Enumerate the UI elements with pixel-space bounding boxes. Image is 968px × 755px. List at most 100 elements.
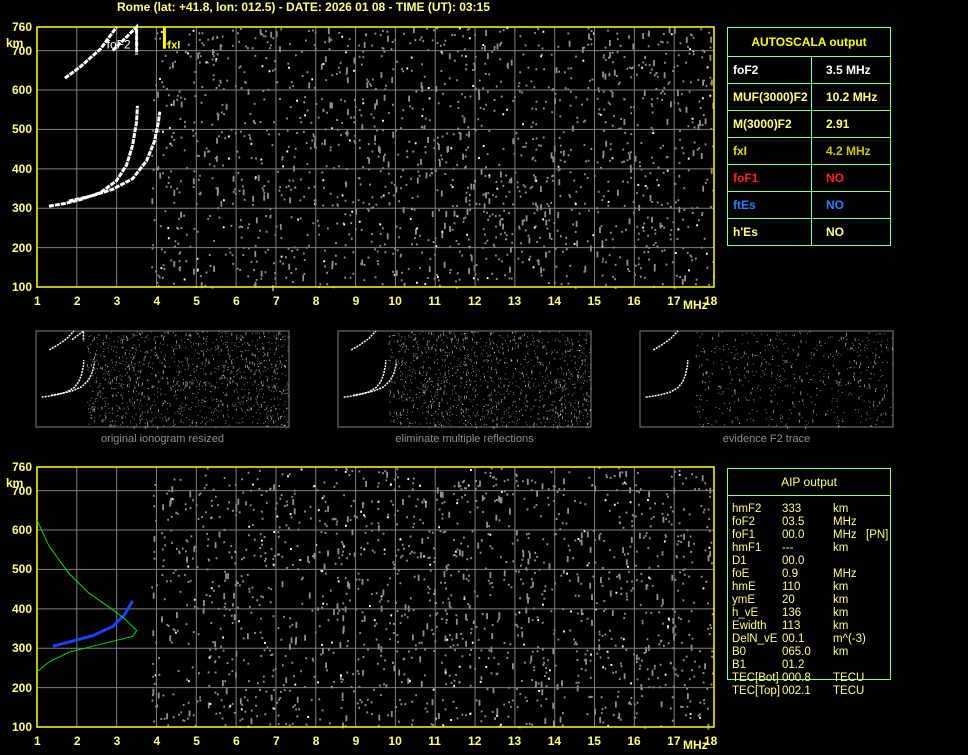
thumb-caption-1: original ionogram resized bbox=[101, 433, 224, 445]
x-tick-label: 10 bbox=[388, 734, 402, 748]
x-tick-label: 11 bbox=[428, 294, 441, 308]
x-tick-label: 17 bbox=[667, 734, 681, 748]
aip-unit: TECU bbox=[833, 685, 865, 697]
autoscala-value: 3.5 MHz bbox=[826, 63, 871, 77]
x-tick-label: 9 bbox=[352, 734, 360, 748]
autoscala-key: foF1 bbox=[728, 165, 812, 191]
y-tick-label: 200 bbox=[11, 240, 32, 255]
x-tick-label: 18 bbox=[704, 734, 718, 748]
x-tick-label: 18 bbox=[704, 294, 718, 308]
aip-row: hmE 110 km bbox=[732, 581, 892, 594]
x-tick-label: 9 bbox=[352, 294, 360, 308]
aip-param: hmF1 bbox=[732, 542, 762, 554]
x-tick-label: 4 bbox=[153, 294, 161, 308]
thumbnail-2 bbox=[337, 330, 592, 428]
aip-param: DelN_vE bbox=[732, 633, 778, 645]
autoscala-key: M(3000)F2 bbox=[728, 111, 812, 137]
y-tick-label: 500 bbox=[11, 562, 32, 577]
aip-flag: [PN] bbox=[866, 529, 889, 541]
x-tick-label: 6 bbox=[233, 734, 240, 748]
aip-unit: MHz bbox=[833, 516, 857, 528]
autoscala-row: MUF(3000)F2 10.2 MHz bbox=[728, 84, 890, 111]
aip-param: B0 bbox=[732, 646, 747, 658]
x-tick-label: 12 bbox=[468, 294, 482, 308]
aip-value: --- bbox=[782, 542, 794, 554]
x-tick-label: 14 bbox=[547, 734, 562, 748]
aip-value: 000.8 bbox=[782, 672, 811, 684]
aip-value: 20 bbox=[782, 594, 795, 606]
aip-value: 00.1 bbox=[782, 633, 805, 645]
aip-value: 0.9 bbox=[782, 568, 798, 580]
aip-row: TEC[Top] 002.1 TECU bbox=[732, 685, 892, 698]
x-tick-label: 16 bbox=[627, 294, 641, 308]
aip-value: 01.2 bbox=[782, 659, 805, 671]
plot-border bbox=[36, 466, 715, 728]
autoscala-value: 10.2 MHz bbox=[826, 90, 878, 104]
aip-value: 113 bbox=[782, 620, 801, 632]
noise-echoes-bright bbox=[154, 468, 711, 728]
x-tick-label: 13 bbox=[507, 734, 522, 748]
y-tick-label: 300 bbox=[11, 641, 32, 656]
aip-unit: km bbox=[833, 503, 849, 515]
aip-row: D1 00.0 bbox=[732, 555, 892, 568]
thumb-caption-3: evidence F2 trace bbox=[722, 433, 811, 445]
autoscala-key: MUF(3000)F2 bbox=[728, 84, 812, 110]
aip-row: hmF1 --- km bbox=[732, 542, 892, 555]
y-tick-label: 700 bbox=[11, 43, 32, 58]
autoscala-row: foF1 NO bbox=[728, 165, 890, 192]
autoscala-key: foF2 bbox=[728, 57, 812, 83]
x-tick-label: 1 bbox=[34, 294, 41, 308]
x-tick-label: 3 bbox=[113, 294, 121, 308]
x-tick-label: 17 bbox=[667, 294, 681, 308]
aip-param: foF1 bbox=[732, 529, 756, 541]
aip-output-box: AIP output bbox=[727, 468, 891, 680]
y-tick-label: 100 bbox=[11, 280, 32, 294]
x-tick-label: 5 bbox=[193, 294, 200, 308]
x-tick-label: 13 bbox=[507, 294, 522, 308]
aip-param: Ewidth bbox=[732, 620, 767, 632]
aip-row: DelN_vE 00.1 m^(-3) bbox=[732, 633, 892, 646]
autoscala-row: fxI 4.2 MHz bbox=[728, 138, 890, 165]
aip-value: 00.0 bbox=[782, 529, 805, 541]
autoscala-header: AUTOSCALA output bbox=[728, 28, 890, 57]
thumbnail-noise bbox=[388, 331, 592, 430]
aip-row: ymE 20 km bbox=[732, 594, 892, 607]
y-tick-label: 100 bbox=[11, 720, 32, 734]
y-tick-label: 760 bbox=[11, 20, 32, 34]
y-tick-label: 500 bbox=[11, 122, 32, 137]
y-tick-label: 400 bbox=[11, 601, 32, 616]
thumbnail-trace bbox=[48, 330, 75, 351]
title: Rome (lat: +41.8, lon: 012.5) - DATE: 20… bbox=[117, 0, 490, 14]
aip-param: foF2 bbox=[732, 516, 756, 528]
x-tick-label: 15 bbox=[587, 734, 601, 748]
aip-unit: km bbox=[833, 620, 849, 632]
aip-unit: MHz bbox=[833, 568, 857, 580]
autoscala-row: M(3000)F2 2.91 bbox=[728, 111, 890, 138]
aip-param: D1 bbox=[732, 555, 747, 567]
aip-unit: km bbox=[833, 646, 849, 658]
aip-value: 03.5 bbox=[782, 516, 805, 528]
blue-trace bbox=[52, 600, 134, 648]
aip-unit: m^(-3) bbox=[833, 633, 866, 645]
aip-header: AIP output bbox=[728, 469, 890, 496]
x-tick-label: 2 bbox=[73, 734, 81, 748]
x-tick-label: 11 bbox=[428, 734, 441, 748]
y-tick-label: 700 bbox=[11, 483, 32, 498]
x-tick-label: 7 bbox=[272, 294, 280, 308]
x-tick-label: 3 bbox=[113, 734, 121, 748]
aip-row: foE 0.9 MHz bbox=[732, 568, 892, 581]
aip-row: foF1 00.0 MHz [PN] bbox=[732, 529, 892, 542]
y-tick-label: 600 bbox=[11, 523, 32, 538]
y-tick-label: 300 bbox=[11, 201, 32, 216]
aip-unit: km bbox=[833, 594, 849, 606]
y-axis-unit: km bbox=[6, 36, 24, 50]
x-tick-label: 14 bbox=[547, 294, 562, 308]
x-tick-label: 2 bbox=[73, 294, 81, 308]
aip-param: h_vE bbox=[732, 607, 759, 619]
aip-value: 136 bbox=[782, 607, 802, 619]
thumbnail-trace bbox=[71, 329, 85, 342]
aip-value: 00.0 bbox=[782, 555, 805, 567]
aip-unit: km bbox=[833, 581, 849, 593]
thumbnail-trace bbox=[645, 360, 689, 398]
